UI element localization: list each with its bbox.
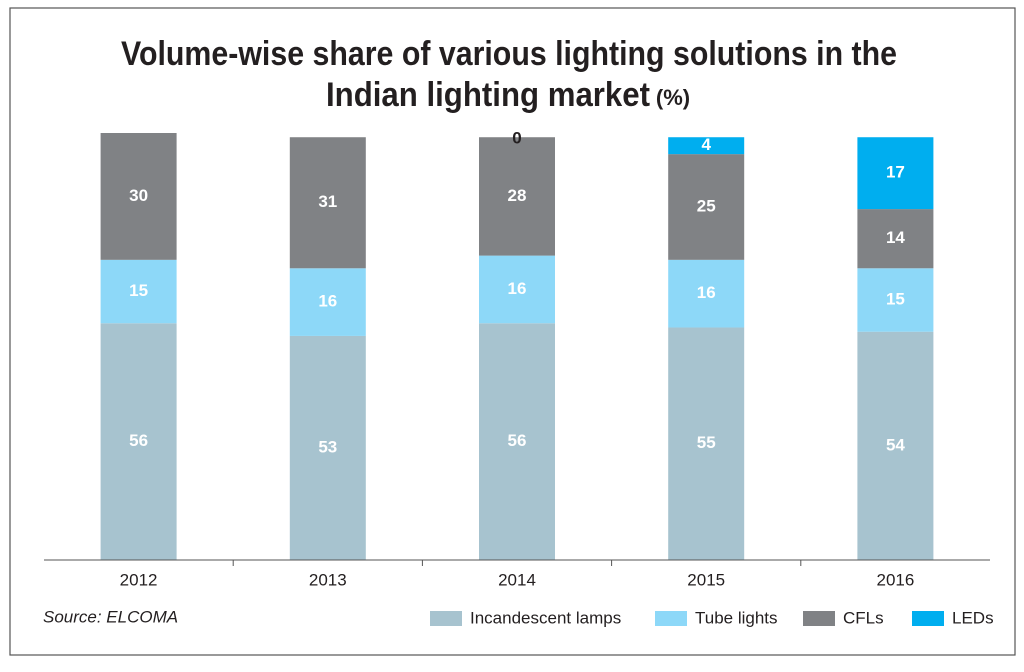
x-tick-label: 2013	[309, 570, 347, 589]
legend-swatch	[803, 611, 835, 626]
data-label: 14	[886, 228, 905, 247]
bar-segment	[100, 259, 177, 324]
data-label: 16	[508, 279, 527, 298]
bar-segment	[857, 137, 934, 210]
x-tick-label: 2015	[687, 570, 725, 589]
bar-segment	[668, 137, 745, 155]
data-label: 0	[512, 129, 521, 148]
bar-segment	[289, 335, 366, 560]
bar-segment	[479, 137, 555, 256]
bar-segment	[668, 327, 745, 560]
data-label: 15	[129, 281, 148, 300]
legend-swatch	[430, 611, 462, 626]
legend-swatch	[655, 611, 687, 626]
legend-label: CFLs	[843, 608, 884, 627]
chart-title-unit: (%)	[656, 85, 690, 110]
x-tick-label: 2014	[498, 570, 536, 589]
source-note: Source: ELCOMA	[43, 607, 178, 626]
data-label: 31	[318, 192, 337, 211]
legend-label: Tube lights	[695, 608, 778, 627]
data-label: 30	[129, 186, 148, 205]
bar-segment	[479, 255, 555, 324]
bar-segment	[857, 268, 934, 332]
bar-segment	[668, 259, 745, 328]
data-label: 53	[318, 437, 337, 456]
data-label: 56	[508, 431, 527, 450]
bar-segment	[479, 323, 555, 560]
data-label: 55	[697, 433, 716, 452]
data-label: 54	[886, 435, 905, 454]
bar-segment	[289, 137, 366, 269]
data-label: 17	[886, 163, 905, 182]
bar-segment	[857, 209, 934, 269]
data-label: 56	[129, 431, 148, 450]
chart-title: Indian lighting market	[326, 76, 650, 114]
bar-segment	[100, 133, 177, 260]
x-tick-label: 2012	[120, 570, 158, 589]
bar-segment	[289, 268, 366, 336]
data-label: 16	[318, 292, 337, 311]
data-label: 16	[697, 283, 716, 302]
legend-label: Incandescent lamps	[470, 608, 621, 627]
bar-segment	[100, 323, 177, 560]
data-label: 4	[701, 135, 711, 154]
x-tick-label: 2016	[876, 570, 914, 589]
data-label: 28	[508, 186, 527, 205]
data-label: 15	[886, 289, 905, 308]
data-label: 25	[697, 196, 716, 215]
bar-segment	[857, 331, 934, 560]
chart-title: Volume-wise share of various lighting so…	[121, 35, 897, 73]
legend-swatch	[912, 611, 944, 626]
legend-label: LEDs	[952, 608, 994, 627]
bar-segment	[668, 154, 745, 260]
